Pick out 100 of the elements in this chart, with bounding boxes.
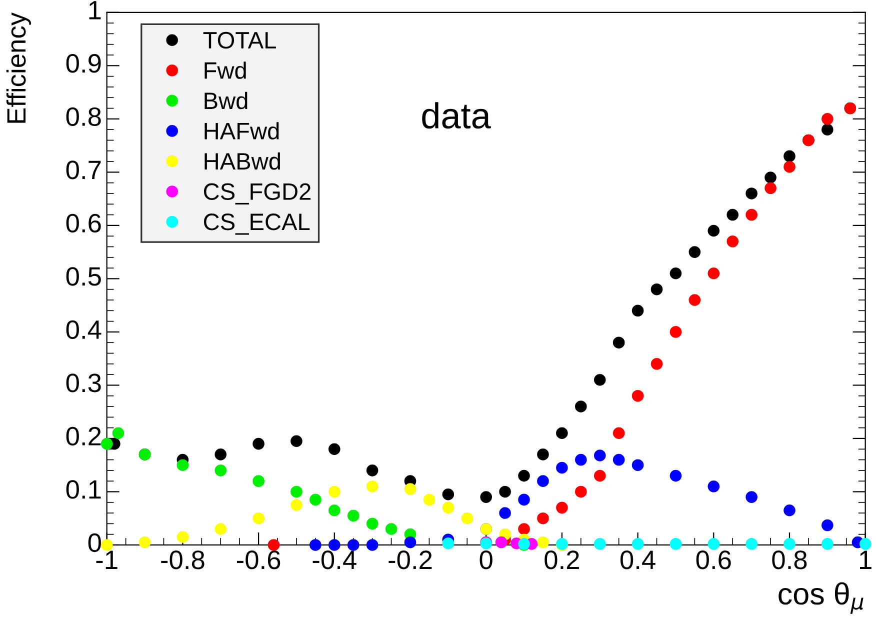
point [499, 507, 511, 519]
point [650, 283, 663, 296]
point [822, 538, 834, 550]
point [575, 400, 587, 412]
point [764, 182, 776, 194]
x-tick-label: 0 [480, 550, 492, 570]
point [347, 510, 360, 522]
point [632, 390, 644, 402]
point [556, 462, 568, 474]
point [138, 536, 151, 548]
point [746, 188, 758, 200]
point [290, 486, 302, 498]
point [822, 113, 834, 125]
point [214, 464, 227, 476]
y-tick-label: 0.9 [66, 54, 101, 73]
point [764, 172, 776, 184]
y-tick-label: 0.1 [66, 480, 101, 499]
y-axis-title: Efficiency [6, 12, 31, 123]
point [328, 504, 340, 516]
x-axis-title: cos θ$_{μ}$ [778, 582, 864, 614]
legend-label: TOTAL [203, 32, 276, 49]
point [290, 435, 302, 448]
y-tick-label: 0.2 [66, 426, 101, 446]
y-tick-label: 0.3 [66, 374, 101, 392]
point [726, 236, 739, 248]
point [575, 454, 587, 466]
point [594, 450, 606, 462]
point [495, 536, 508, 548]
point [100, 438, 113, 450]
legend-label: Fwd [204, 62, 246, 79]
x-tick-label: -1 [96, 550, 118, 569]
point [612, 427, 625, 440]
point [442, 488, 454, 500]
point [670, 267, 682, 280]
y-tick-label: 0 [88, 533, 101, 552]
point [594, 470, 606, 482]
y-tick-label: 0.4 [66, 320, 102, 340]
point [252, 438, 264, 450]
x-tick-label: -0.8 [161, 550, 204, 570]
legend-label: HABwd [204, 152, 280, 170]
point [784, 504, 796, 516]
point [784, 538, 796, 550]
point [822, 124, 834, 136]
y-tick-label: 1 [89, 1, 101, 20]
point [746, 208, 758, 221]
point [784, 160, 796, 173]
x-tick-label: 0.4 [620, 550, 656, 570]
point [176, 531, 189, 543]
point [328, 486, 340, 498]
point [366, 518, 378, 530]
y-tick-label: 0.8 [66, 107, 101, 126]
point [594, 374, 606, 386]
point [100, 539, 113, 551]
point [518, 523, 530, 535]
point [214, 523, 227, 535]
point [499, 486, 511, 498]
point [252, 475, 264, 487]
legend-label: Bwd [204, 92, 248, 110]
x-tick-label: 0.6 [696, 550, 731, 570]
point [556, 502, 568, 514]
point [290, 499, 302, 511]
point [726, 208, 739, 221]
point [347, 539, 360, 551]
point [746, 491, 758, 503]
point [214, 448, 227, 460]
point [442, 537, 454, 550]
point [537, 448, 549, 460]
point [632, 538, 644, 550]
point [366, 539, 378, 551]
point [442, 502, 454, 514]
x-tick-label: -0.6 [236, 550, 280, 570]
point [670, 538, 682, 550]
point [708, 480, 720, 492]
y-tick-label: 0.5 [66, 267, 101, 286]
point [612, 336, 625, 349]
point [537, 512, 549, 524]
point [650, 358, 663, 370]
point [310, 494, 322, 506]
y-tick-label: 0.6 [66, 214, 101, 233]
point [404, 483, 416, 495]
point [708, 267, 720, 280]
point [708, 224, 720, 237]
y-tick-label: 0.7 [66, 160, 101, 180]
point [688, 246, 701, 258]
point [670, 470, 682, 482]
point [366, 464, 378, 476]
x-tick-label: 0.8 [772, 550, 807, 570]
point [746, 538, 758, 550]
point [310, 539, 322, 551]
point [461, 512, 474, 524]
point [612, 454, 625, 466]
point [423, 494, 436, 506]
point [366, 480, 378, 492]
point [268, 539, 280, 551]
point [575, 486, 587, 498]
point [670, 326, 682, 338]
point [537, 536, 549, 548]
point [822, 519, 834, 532]
point [252, 512, 264, 524]
point [859, 538, 872, 550]
